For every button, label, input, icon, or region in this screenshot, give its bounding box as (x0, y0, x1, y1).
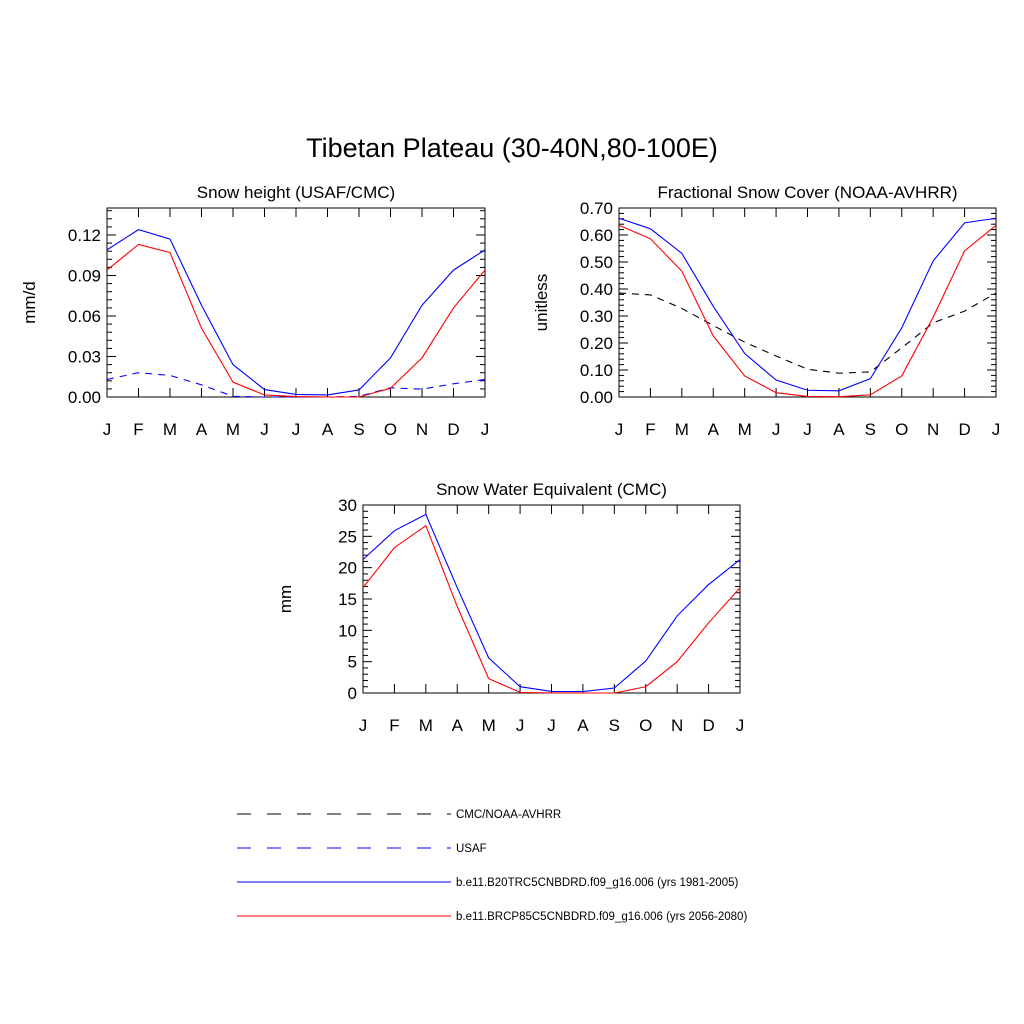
legend-item: b.e11.BRCP85C5CNBDRD.f09_g16.006 (yrs 20… (237, 911, 747, 923)
x-tick-label: J (292, 420, 301, 439)
plot-frame (106, 207, 486, 398)
x-tick-label: N (416, 420, 428, 439)
x-tick-label: A (322, 420, 334, 439)
y-tick-label: 0.00 (68, 388, 101, 407)
x-tick-label: A (452, 716, 464, 735)
x-tick-label: F (645, 420, 655, 439)
y-axis-label: mm/d (20, 281, 39, 324)
legend-label: USAF (456, 843, 487, 855)
y-tick-label: 0.20 (580, 334, 613, 353)
x-tick-label: J (260, 420, 269, 439)
y-tick-label: 5 (348, 653, 357, 672)
x-tick-label: F (389, 716, 399, 735)
x-tick-label: N (671, 716, 683, 735)
y-tick-label: 10 (338, 621, 357, 640)
x-tick-label: J (803, 420, 812, 439)
x-tick-label: N (927, 420, 939, 439)
x-tick-label: J (481, 420, 490, 439)
chart-panel-1: Snow height (USAF/CMC) mm/d 0.00 0.03 0.06 0.… (20, 183, 489, 439)
y-tick-label: 0.12 (68, 226, 101, 245)
series-line-model_hist (618, 217, 997, 392)
x-tick-label: J (736, 716, 745, 735)
series-line-model_future (106, 243, 486, 398)
chart-title: Fractional Snow Cover (NOAA-AVHRR) (657, 183, 957, 202)
plot-frame (618, 207, 997, 398)
x-tick-label: S (865, 420, 876, 439)
y-tick-label: 0.40 (580, 280, 613, 299)
y-tick-label: 0.03 (68, 348, 101, 367)
legend-item: CMC/NOAA-AVHRR (237, 809, 561, 821)
y-tick-label: 15 (338, 590, 357, 609)
x-tick-label: F (133, 420, 143, 439)
x-tick-label: J (615, 420, 624, 439)
legend-label: CMC/NOAA-AVHRR (456, 809, 561, 821)
figure-title: Tibetan Plateau (30-40N,80-100E) (306, 133, 718, 163)
chart-panel-3: Snow Water Equivalent (CMC) mm 0 5 10 15 20 25 3… (276, 480, 744, 735)
x-tick-label: A (577, 716, 589, 735)
chart-title: Snow Water Equivalent (CMC) (436, 480, 667, 499)
x-tick-label: M (738, 420, 752, 439)
x-tick-label: J (103, 420, 112, 439)
x-tick-label: J (359, 716, 368, 735)
x-tick-label: D (447, 420, 459, 439)
y-axis-label: unitless (532, 274, 551, 332)
x-tick-label: S (609, 716, 620, 735)
y-tick-label: 0.50 (580, 253, 613, 272)
y-tick-label: 0.70 (580, 199, 613, 218)
series-line-model_future (362, 524, 741, 694)
legend: CMC/NOAA-AVHRR USAF b.e11.B20TRC5CNBDRD.f0… (237, 809, 747, 923)
y-tick-label: 0.30 (580, 307, 613, 326)
x-tick-label: A (708, 420, 720, 439)
y-tick-label: 25 (338, 527, 357, 546)
x-tick-label: O (639, 716, 652, 735)
x-tick-label: M (226, 420, 240, 439)
legend-label: b.e11.B20TRC5CNBDRD.f09_g16.006 (yrs 198… (456, 877, 738, 889)
x-tick-label: M (482, 716, 496, 735)
series-line-model_hist (362, 513, 741, 693)
x-tick-label: J (992, 420, 1001, 439)
legend-item: b.e11.B20TRC5CNBDRD.f09_g16.006 (yrs 198… (237, 877, 738, 889)
legend-item: USAF (237, 843, 487, 855)
x-tick-label: S (353, 420, 364, 439)
chart-title: Snow height (USAF/CMC) (197, 183, 395, 202)
y-tick-label: 0.00 (580, 388, 613, 407)
x-tick-label: J (516, 716, 525, 735)
y-tick-label: 0.09 (68, 267, 101, 286)
x-tick-label: O (384, 420, 397, 439)
y-tick-label: 30 (338, 496, 357, 515)
legend-label: b.e11.BRCP85C5CNBDRD.f09_g16.006 (yrs 20… (456, 911, 747, 923)
y-tick-label: 0.06 (68, 307, 101, 326)
x-tick-label: M (163, 420, 177, 439)
chart-panels: Snow height (USAF/CMC) mm/d 0.00 0.03 0.06 0.… (20, 183, 1000, 735)
x-tick-label: A (196, 420, 208, 439)
x-tick-label: O (895, 420, 908, 439)
x-tick-label: D (702, 716, 714, 735)
series-line-obs1 (618, 292, 997, 374)
x-tick-label: J (547, 716, 556, 735)
y-tick-label: 0.60 (580, 226, 613, 245)
series-line-model_future (618, 224, 997, 398)
x-tick-label: A (833, 420, 845, 439)
x-tick-label: M (675, 420, 689, 439)
y-tick-label: 0.10 (580, 361, 613, 380)
y-tick-label: 0 (348, 684, 357, 703)
y-axis-label: mm (276, 585, 295, 613)
plot-frame (362, 504, 741, 694)
series-line-model_hist (106, 229, 486, 396)
x-tick-label: D (958, 420, 970, 439)
chart-panel-2: Fractional Snow Cover (NOAA-AVHRR) unitle… (532, 183, 1000, 439)
x-tick-label: M (419, 716, 433, 735)
y-tick-label: 20 (338, 559, 357, 578)
x-tick-label: J (772, 420, 781, 439)
